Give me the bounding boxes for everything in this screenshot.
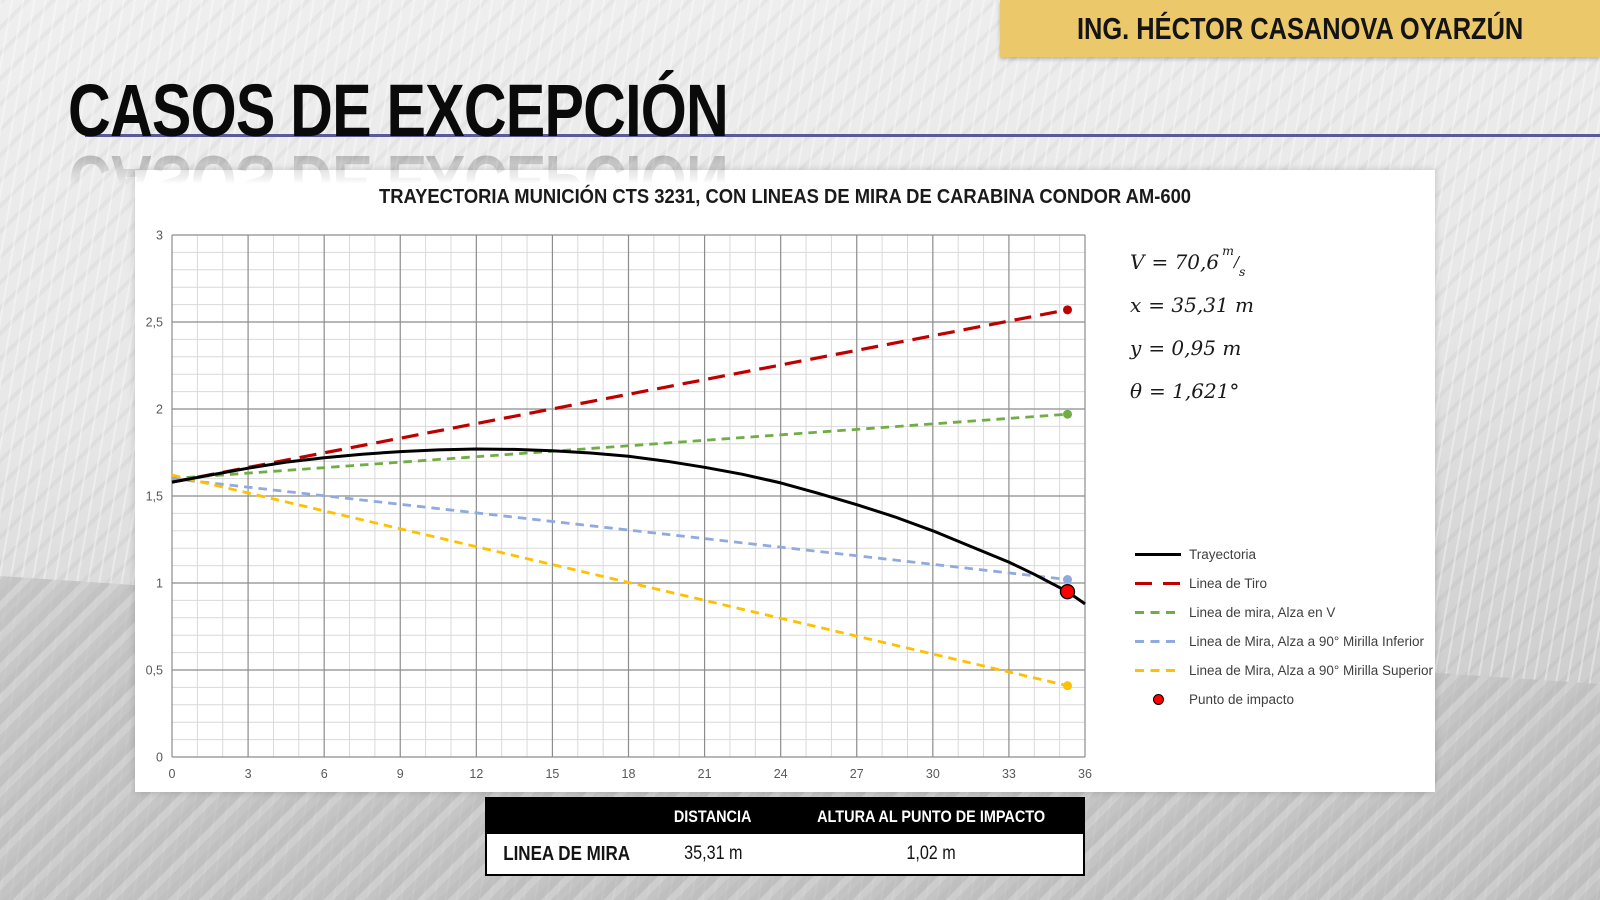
- legend-label: Punto de impacto: [1189, 691, 1295, 707]
- legend-label: Linea de Mira, Alza a 90° Mirilla Inferi…: [1189, 633, 1425, 649]
- y-axis-tick: 0: [156, 751, 163, 765]
- legend-sample: [1135, 668, 1181, 672]
- legend-label: Linea de Tiro: [1189, 575, 1268, 591]
- x-axis-tick: 33: [1002, 767, 1016, 781]
- chart-panel: TRAYECTORIA MUNICIÓN CTS 3231, CON LINEA…: [135, 170, 1435, 792]
- series-line: [171, 477, 1068, 581]
- chart-legend: Trayectoria Linea de Tiro Linea de mira, A…: [1135, 544, 1433, 709]
- table-header-empty: [486, 798, 647, 834]
- x-axis-tick: 15: [545, 767, 559, 781]
- legend-item: Trayectoria: [1135, 544, 1433, 564]
- series-line: [171, 412, 1068, 480]
- chart-title: TRAYECTORIA MUNICIÓN CTS 3231, CON LINEA…: [378, 186, 1192, 208]
- legend-item: Linea de mira, Alza en V: [1135, 602, 1433, 622]
- annotation-x: x = 35,31 m: [1130, 292, 1254, 317]
- legend-sample: [1135, 639, 1181, 643]
- table-cell-linea-de-mira: LINEA DE MIRA: [503, 842, 631, 865]
- table-header-row: DISTANCIA ALTURA AL PUNTO DE IMPACTO: [486, 798, 1084, 834]
- y-axis-tick: 3: [156, 229, 163, 243]
- title-underline: [85, 134, 1600, 137]
- y-axis-tick: 2: [156, 403, 163, 417]
- table-header-distancia: DISTANCIA: [646, 798, 780, 834]
- y-axis-tick: 0,5: [146, 664, 163, 678]
- x-axis-tick: 3: [245, 767, 252, 781]
- y-axis-tick: 2,5: [146, 316, 163, 330]
- legend-sample: [1135, 610, 1181, 614]
- x-axis-tick: 18: [622, 767, 636, 781]
- legend-sample: [1135, 581, 1181, 585]
- table-row: LINEA DE MIRA 35,31 m 1,02 m: [486, 834, 1084, 875]
- x-axis-tick: 30: [926, 767, 940, 781]
- x-axis-tick: 36: [1078, 767, 1092, 781]
- annotation-V: V = 70,6 m/s: [1130, 243, 1246, 279]
- x-axis-tick: 27: [850, 767, 864, 781]
- x-axis-tick: 24: [774, 767, 788, 781]
- annotation-θ: θ = 1,621°: [1130, 378, 1240, 403]
- x-axis-tick: 12: [469, 767, 483, 781]
- legend-item: Linea de Mira, Alza a 90° Mirilla Inferi…: [1135, 631, 1433, 651]
- legend-item: Linea de Tiro: [1135, 573, 1433, 593]
- x-axis-tick: 9: [397, 767, 404, 781]
- credit-box: ING. HÉCTOR CASANOVA OYARZÚN: [1000, 0, 1600, 57]
- series-end-dot: [1063, 575, 1073, 585]
- impact-point-legend-dot: [1152, 693, 1164, 705]
- credit-text: ING. HÉCTOR CASANOVA OYARZÚN: [1076, 10, 1524, 46]
- legend-label: Trayectoria: [1189, 546, 1257, 562]
- series-end-dot: [1063, 409, 1073, 419]
- impact-point-marker: [1059, 584, 1076, 600]
- legend-item: Punto de impacto: [1135, 689, 1433, 709]
- table-cell-altura-value: 1,02 m: [906, 843, 956, 864]
- series-end-dot: [1063, 305, 1073, 315]
- legend-label: Linea de Mira, Alza a 90° Mirilla Superi…: [1189, 662, 1434, 678]
- slide-title-reflection: CASOS DE EXCEPCIÓN: [68, 140, 728, 223]
- legend-sample: [1135, 552, 1181, 556]
- y-axis-tick: 1: [156, 577, 163, 591]
- annotation-y: y = 0,95 m: [1130, 335, 1242, 360]
- table-header-altura: ALTURA AL PUNTO DE IMPACTO: [779, 798, 1084, 834]
- x-axis-tick: 21: [698, 767, 712, 781]
- series-end-dot: [1063, 681, 1073, 691]
- y-axis-tick: 1,5: [146, 490, 163, 504]
- table-cell-distancia-value: 35,31 m: [683, 843, 743, 864]
- slide-title: CASOS DE EXCEPCIÓN: [68, 69, 729, 152]
- x-axis-tick: 0: [169, 767, 176, 781]
- series-line: [171, 447, 1086, 606]
- legend-item: Linea de Mira, Alza a 90° Mirilla Superi…: [1135, 660, 1433, 680]
- legend-sample: [1135, 693, 1181, 705]
- x-axis-tick: 6: [321, 767, 328, 781]
- series-line: [171, 473, 1068, 688]
- series-line: [171, 308, 1068, 484]
- legend-label: Linea de mira, Alza en V: [1189, 604, 1336, 620]
- annotation-block: V = 70,6 m/s x = 35,31 m y = 0,95 m θ = 1,621°: [1130, 240, 1254, 412]
- impact-table: DISTANCIA ALTURA AL PUNTO DE IMPACTO LIN…: [485, 797, 1085, 876]
